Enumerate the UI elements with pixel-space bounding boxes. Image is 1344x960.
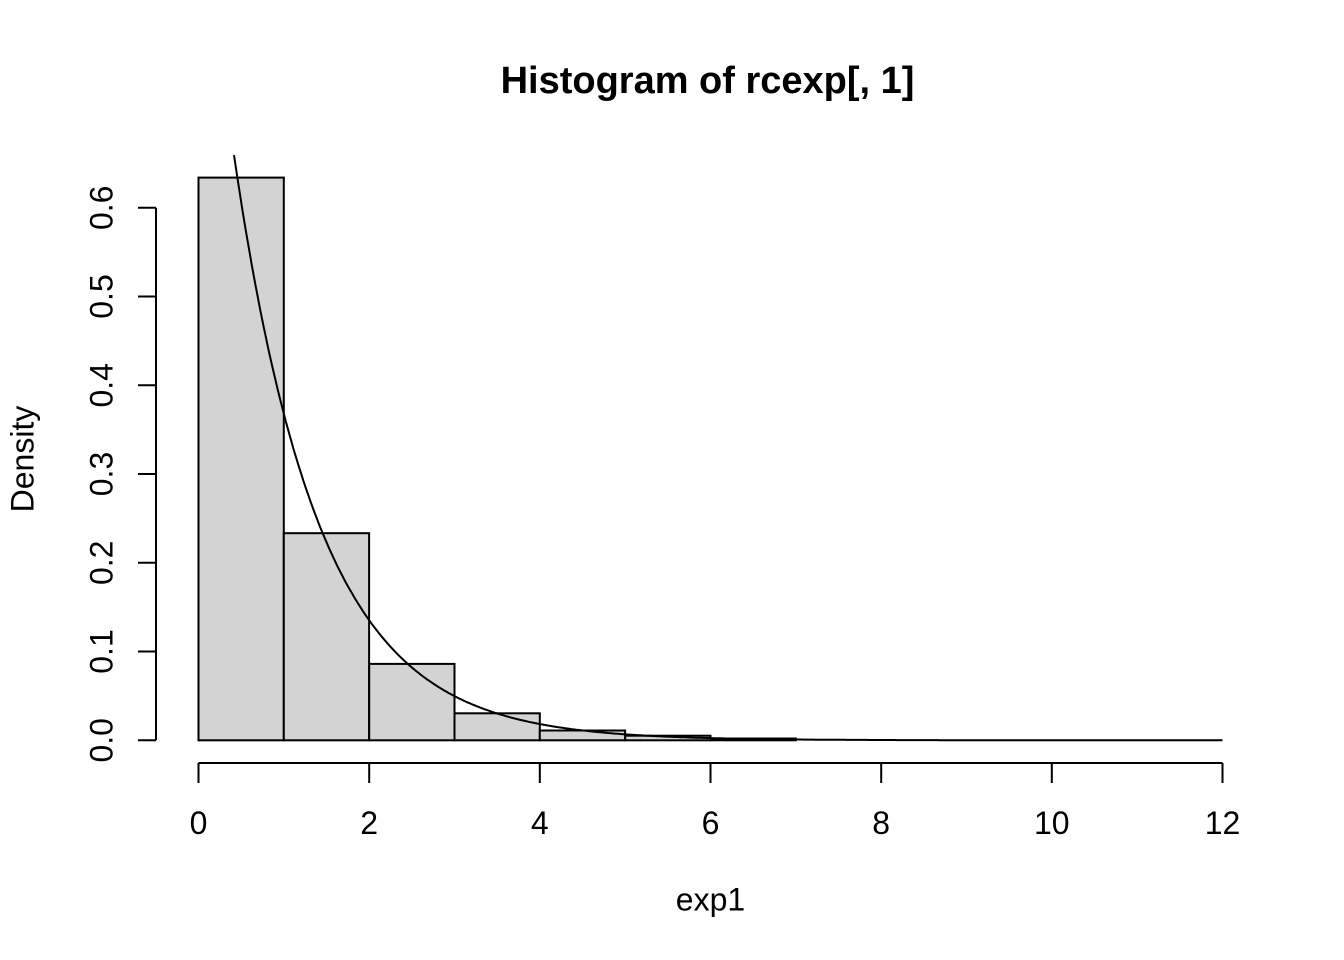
svg-text:0: 0 <box>190 805 208 841</box>
svg-text:0.4: 0.4 <box>84 363 120 407</box>
svg-text:Density: Density <box>5 406 41 513</box>
svg-text:exp1: exp1 <box>676 882 745 918</box>
svg-text:4: 4 <box>531 805 549 841</box>
svg-text:0.6: 0.6 <box>84 186 120 230</box>
svg-text:12: 12 <box>1205 805 1241 841</box>
svg-text:6: 6 <box>702 805 720 841</box>
svg-text:0.0: 0.0 <box>84 718 120 762</box>
svg-text:Histogram of rcexp[, 1]: Histogram of rcexp[, 1] <box>501 60 915 102</box>
svg-text:10: 10 <box>1034 805 1070 841</box>
svg-text:0.1: 0.1 <box>84 629 120 673</box>
svg-text:0.5: 0.5 <box>84 274 120 318</box>
svg-text:2: 2 <box>360 805 378 841</box>
svg-text:0.3: 0.3 <box>84 452 120 496</box>
svg-text:0.2: 0.2 <box>84 541 120 585</box>
svg-text:8: 8 <box>872 805 890 841</box>
